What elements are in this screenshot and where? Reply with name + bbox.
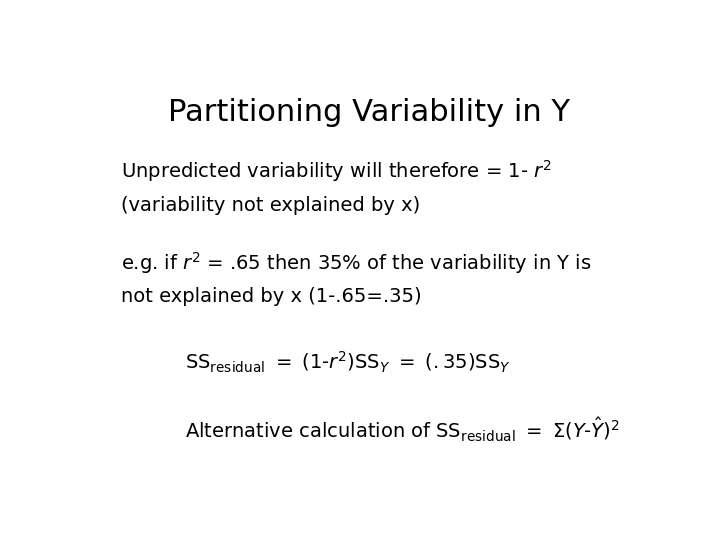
Text: (variability not explained by x): (variability not explained by x) (121, 196, 420, 215)
Text: $\mathrm{SS}_{\mathrm{residual}}\ =\ (1\text{-}r^2)\mathrm{SS}_Y\ =\ (.35)\mathr: $\mathrm{SS}_{\mathrm{residual}}\ =\ (1\… (185, 349, 510, 375)
Text: not explained by x (1-.65=.35): not explained by x (1-.65=.35) (121, 287, 421, 306)
Text: e.g. if $r^2$ = .65 then 35% of the variability in Y is: e.g. if $r^2$ = .65 then 35% of the vari… (121, 250, 591, 276)
Text: Unpredicted variability will therefore = 1- $r^2$: Unpredicted variability will therefore =… (121, 158, 551, 184)
Text: Alternative calculation of $\mathrm{SS}_{\mathrm{residual}}\ =\ \Sigma(Y\text{-}: Alternative calculation of $\mathrm{SS}_… (185, 416, 620, 444)
Text: Partitioning Variability in Y: Partitioning Variability in Y (168, 98, 570, 127)
